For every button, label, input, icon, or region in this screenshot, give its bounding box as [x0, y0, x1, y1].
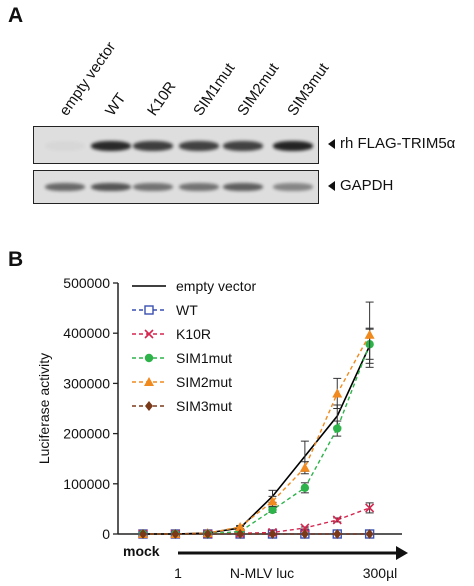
- data-point: [299, 462, 310, 472]
- arrowhead-icon: [328, 139, 335, 150]
- x-arrow-end-label: 300µl: [363, 565, 398, 581]
- x-mock-label: mock: [123, 543, 160, 559]
- legend-label: SIM3mut: [176, 398, 232, 414]
- blot-band: [179, 183, 219, 191]
- blot-band: [91, 183, 131, 191]
- data-point: [333, 424, 342, 433]
- y-tick-label: 100000: [63, 476, 110, 492]
- blot-band: [273, 141, 313, 151]
- legend-label: empty vector: [176, 278, 256, 294]
- arrowhead-icon: [328, 181, 335, 192]
- legend-marker: [144, 377, 154, 386]
- blot-band: [273, 183, 313, 191]
- blot-band: [91, 141, 131, 151]
- y-tick-label: 200000: [63, 426, 110, 442]
- blot-band: [133, 183, 173, 191]
- blot-label: rh FLAG-TRIM5α: [328, 135, 455, 152]
- x-arrow-start-label: 1: [174, 565, 182, 581]
- data-point: [332, 388, 343, 398]
- blot-label-text: rh FLAG-TRIM5α: [340, 135, 456, 152]
- y-tick-label: 300000: [63, 375, 110, 391]
- blot-band: [45, 183, 85, 191]
- legend-marker: [145, 401, 153, 411]
- data-point: [300, 483, 310, 493]
- data-point: [235, 521, 246, 531]
- blot-panel: [33, 170, 319, 204]
- data-point: [365, 529, 374, 539]
- data-point: [139, 529, 147, 539]
- legend-label: SIM2mut: [176, 374, 232, 390]
- legend-label: SIM1mut: [176, 350, 232, 366]
- blot-label: GAPDH: [328, 177, 393, 194]
- x-range-arrowhead: [396, 546, 408, 560]
- legend-label: WT: [176, 302, 198, 318]
- legend-marker: [144, 329, 154, 339]
- legend-marker: [144, 353, 154, 363]
- blot-band: [179, 141, 219, 151]
- y-tick-label: 500000: [63, 275, 110, 291]
- data-point: [364, 329, 375, 339]
- panel-a-letter: A: [8, 4, 24, 27]
- y-tick-label: 400000: [63, 325, 110, 341]
- legend-marker: [144, 305, 154, 315]
- legend-label: K10R: [176, 326, 211, 342]
- data-point: [267, 496, 278, 506]
- data-point: [333, 529, 342, 539]
- data-point: [365, 503, 375, 513]
- blot-label-text: GAPDH: [340, 177, 394, 194]
- data-point: [236, 529, 245, 539]
- y-tick-label: 0: [102, 526, 110, 542]
- x-arrow-mid-label: N-MLV luc: [230, 565, 294, 581]
- data-point: [300, 529, 309, 539]
- panel-b-letter: B: [8, 248, 24, 271]
- data-point: [268, 505, 277, 515]
- data-point: [171, 529, 180, 539]
- data-point: [203, 529, 212, 539]
- blot-panel: [33, 126, 319, 164]
- blot-band: [223, 183, 263, 191]
- blot-band: [133, 141, 173, 151]
- blot-band: [223, 141, 263, 151]
- data-point: [268, 529, 277, 539]
- data-point: [300, 523, 310, 533]
- data-point: [332, 515, 342, 525]
- y-axis-label: Luciferase activity: [36, 353, 52, 464]
- series-line: [143, 343, 371, 535]
